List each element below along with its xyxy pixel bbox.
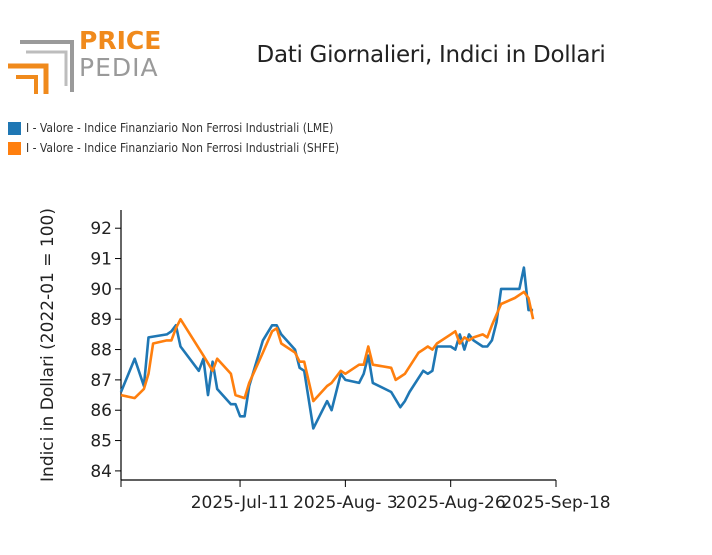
x-tick-label: 2025-Sep-18 [501,493,610,513]
x-tick-label: 2025-Aug- 3 [293,493,398,513]
x-tick-label: 2025-Jul-11 [191,493,290,513]
y-tick-label: 88 [90,341,112,361]
legend-swatch-lme [8,121,21,135]
series-line-shfe [120,290,535,403]
y-tick-label: 91 [90,250,112,270]
legend-item-lme[interactable]: I - Valore - Indice Finanziario Non Ferr… [8,118,339,138]
y-tick-label: 87 [90,371,112,391]
legend: I - Valore - Indice Finanziario Non Ferr… [8,118,339,158]
series-line-lme [119,266,534,430]
chart-title: Dati Giornalieri, Indici in Dollari [256,42,606,68]
y-tick-label: 86 [90,401,112,421]
logo-mark [8,40,74,94]
y-tick-label: 84 [90,462,112,482]
legend-label-lme: I - Valore - Indice Finanziario Non Ferr… [26,121,334,135]
legend-item-shfe[interactable]: I - Valore - Indice Finanziario Non Ferr… [8,138,339,158]
pricepedia-logo: PRICE PEDIA [8,26,161,94]
y-tick-label: 89 [90,310,112,330]
y-tick-label: 92 [90,219,112,239]
x-tick-label: 2025-Aug-26 [396,493,506,513]
legend-label-shfe: I - Valore - Indice Finanziario Non Ferr… [26,141,340,155]
y-tick-label: 90 [90,280,112,300]
logo-bottom-text: PEDIA [79,53,159,82]
y-tick-label: 85 [90,432,112,452]
y-axis-label: Indici in Dollari (2022-01 = 100) [38,208,58,482]
logo-top-text: PRICE [79,26,161,55]
legend-swatch-shfe [8,141,21,155]
